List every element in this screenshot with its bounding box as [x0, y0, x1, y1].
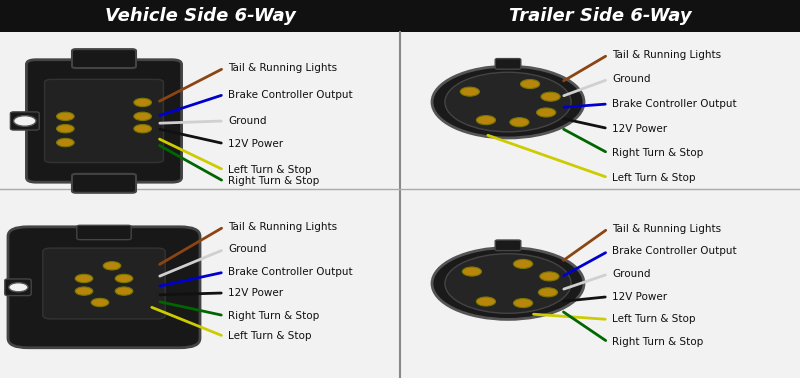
Text: Tail & Running Lights: Tail & Running Lights	[228, 222, 337, 232]
Circle shape	[75, 287, 93, 295]
Circle shape	[514, 299, 533, 308]
Circle shape	[514, 259, 533, 268]
Circle shape	[57, 124, 74, 133]
Text: Right Turn & Stop: Right Turn & Stop	[612, 148, 703, 158]
FancyBboxPatch shape	[77, 225, 131, 240]
Circle shape	[134, 112, 151, 121]
Circle shape	[445, 254, 571, 313]
Text: Tail & Running Lights: Tail & Running Lights	[228, 63, 337, 73]
FancyBboxPatch shape	[495, 59, 521, 69]
Text: Right Turn & Stop: Right Turn & Stop	[612, 337, 703, 347]
Circle shape	[540, 272, 559, 281]
FancyBboxPatch shape	[495, 240, 521, 251]
Circle shape	[541, 92, 560, 101]
Text: 12V Power: 12V Power	[612, 292, 667, 302]
Circle shape	[445, 72, 571, 132]
Text: 12V Power: 12V Power	[228, 288, 283, 298]
Circle shape	[91, 298, 109, 307]
Text: Right Turn & Stop: Right Turn & Stop	[228, 311, 319, 321]
Circle shape	[460, 87, 479, 96]
Text: Ground: Ground	[228, 116, 266, 126]
Text: 12V Power: 12V Power	[612, 124, 667, 133]
Circle shape	[537, 108, 556, 117]
FancyBboxPatch shape	[5, 279, 31, 296]
Text: Vehicle Side 6-Way: Vehicle Side 6-Way	[105, 7, 295, 25]
FancyBboxPatch shape	[400, 0, 800, 32]
Circle shape	[134, 124, 151, 133]
FancyBboxPatch shape	[45, 79, 163, 163]
FancyBboxPatch shape	[43, 248, 165, 319]
FancyBboxPatch shape	[0, 0, 400, 32]
Text: Left Turn & Stop: Left Turn & Stop	[612, 173, 695, 183]
Circle shape	[476, 297, 495, 306]
Circle shape	[432, 66, 584, 138]
Circle shape	[14, 116, 36, 126]
Text: Left Turn & Stop: Left Turn & Stop	[228, 332, 311, 341]
Circle shape	[9, 283, 28, 292]
Circle shape	[115, 274, 133, 283]
Text: Brake Controller Output: Brake Controller Output	[612, 99, 737, 109]
Text: Trailer Side 6-Way: Trailer Side 6-Way	[509, 7, 691, 25]
Circle shape	[432, 248, 584, 319]
Text: Ground: Ground	[228, 245, 266, 254]
Circle shape	[115, 287, 133, 295]
Circle shape	[521, 79, 540, 88]
Circle shape	[75, 274, 93, 283]
Text: Left Turn & Stop: Left Turn & Stop	[612, 314, 695, 324]
Circle shape	[57, 138, 74, 147]
Text: Tail & Running Lights: Tail & Running Lights	[612, 224, 721, 234]
Text: Ground: Ground	[612, 74, 650, 84]
Text: Right Turn & Stop: Right Turn & Stop	[228, 177, 319, 186]
Text: Brake Controller Output: Brake Controller Output	[228, 267, 353, 277]
Circle shape	[476, 116, 495, 125]
Text: Tail & Running Lights: Tail & Running Lights	[612, 50, 721, 60]
FancyBboxPatch shape	[8, 227, 200, 348]
FancyBboxPatch shape	[72, 49, 136, 68]
FancyBboxPatch shape	[10, 112, 39, 130]
Text: Ground: Ground	[612, 269, 650, 279]
Circle shape	[57, 112, 74, 121]
FancyBboxPatch shape	[72, 174, 136, 193]
Text: 12V Power: 12V Power	[228, 139, 283, 149]
Circle shape	[510, 118, 529, 127]
Circle shape	[134, 98, 151, 107]
Text: Left Turn & Stop: Left Turn & Stop	[228, 165, 311, 175]
Text: Brake Controller Output: Brake Controller Output	[612, 246, 737, 256]
FancyBboxPatch shape	[26, 60, 182, 182]
Text: Brake Controller Output: Brake Controller Output	[228, 90, 353, 99]
Circle shape	[103, 262, 121, 270]
Circle shape	[462, 267, 482, 276]
Circle shape	[538, 288, 558, 297]
